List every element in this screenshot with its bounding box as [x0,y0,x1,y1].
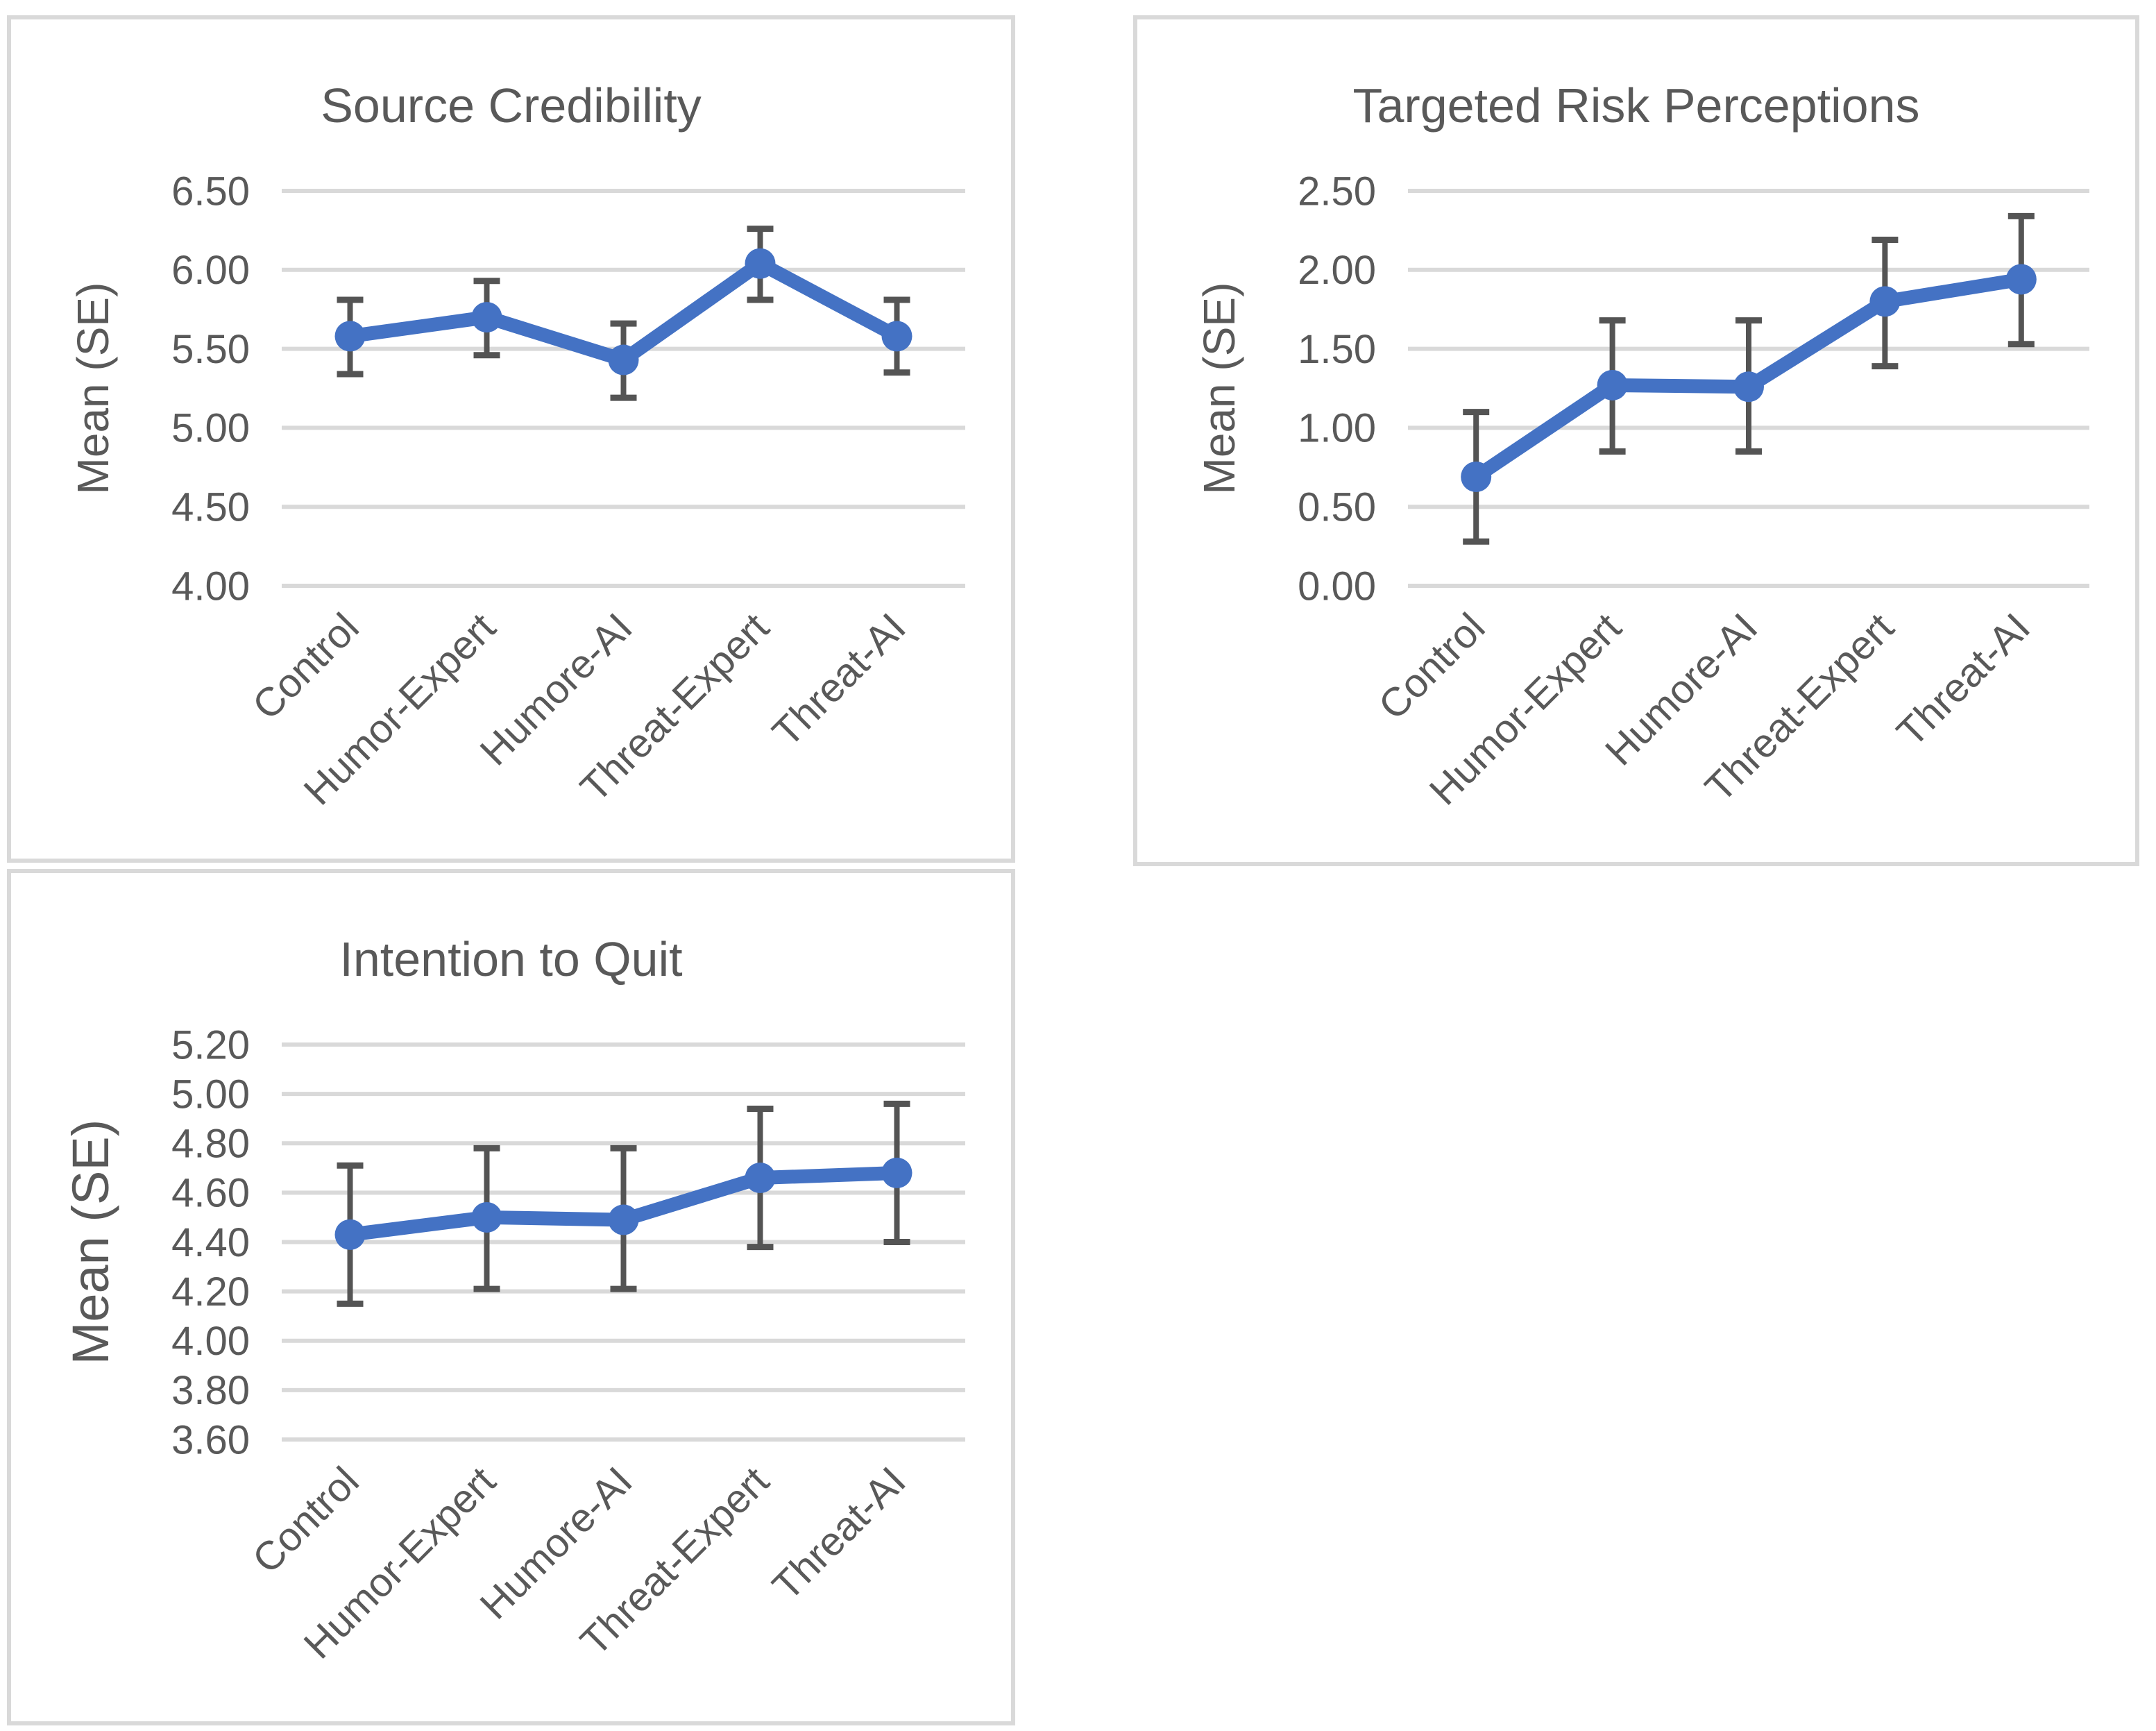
y-tick-label: 5.00 [171,1072,250,1117]
y-tick-label: 4.50 [171,485,250,530]
y-tick-label: 3.60 [171,1417,250,1462]
y-tick-label: 0.00 [1298,564,1376,609]
y-axis-title: Mean (SE) [68,282,118,495]
x-category-label: Control [244,1458,368,1582]
data-point-marker [2005,264,2037,295]
y-tick-label: 5.50 [171,327,250,372]
x-category-label: Threat-AI [764,605,915,755]
data-point-marker [608,344,639,375]
data-point-marker [1597,369,1628,400]
chart-plot-targeted-risk-perceptions: 2.502.001.501.000.500.00ControlHumor-Exp… [1194,169,2089,813]
y-tick-label: 4.00 [171,564,250,609]
y-tick-label: 4.20 [171,1269,250,1315]
y-tick-label: 1.00 [1298,406,1376,451]
x-category-label: Threat-AI [1888,605,2039,755]
data-point-marker [881,1157,913,1188]
y-tick-label: 6.50 [171,169,250,214]
chart-plot-intention-to-quit: 5.20 5.00 4.804.604.404.204.003.803.60Cont… [62,1022,965,1667]
y-tick-label: 5.00 [171,406,250,451]
data-point-marker [608,1204,639,1235]
data-point-marker [881,321,913,352]
x-category-label: Control [1370,605,1493,728]
y-tick-label: 4.40 [171,1220,250,1265]
y-tick-label: 1.50 [1298,327,1376,372]
data-point-marker [334,1219,366,1250]
y-tick-label: 2.00 [1298,248,1376,293]
chart-title: Targeted Risk Perceptions [1352,78,1920,133]
chart-title: Source Credibility [321,78,702,133]
y-tick-label: 5.20 [171,1022,250,1067]
data-point-marker [745,1163,776,1194]
chart-plot-source-credibility: 6.506.005.505.004.504.00ControlHumor-Exp… [68,169,965,813]
chart-box-intention-to-quit: Intention to Quit 5.20 5.00 4.80 4.60 4.40 4.… [7,869,1015,1725]
data-point-marker [1461,461,1492,492]
x-category-label: Threat-AI [764,1458,915,1609]
y-axis-title: Mean (SE) [62,1120,119,1365]
y-tick-label: 4.80 [171,1122,250,1167]
x-category-label: Control [244,605,368,728]
y-axis-title: Mean (SE) [1194,282,1244,495]
y-tick-label: 2.50 [1298,169,1376,214]
y-tick-label: 4.60 [171,1171,250,1216]
y-tick-label: 0.50 [1298,485,1376,530]
y-tick-label: 6.00 [171,248,250,293]
data-point-marker [471,1201,502,1233]
chart-title: Intention to Quit [339,932,683,986]
chart-box-targeted-risk-perceptions: Targeted Risk Perceptions 2.50 2.00 1.50 1.… [1133,15,2139,866]
y-tick-label: 3.80 [171,1368,250,1413]
y-tick-label: 4.00 [171,1319,250,1364]
data-point-marker [334,321,366,352]
chart-box-source-credibility: Source Credibility 6.50 6.00 5.50 5.00 4.50 4… [7,15,1015,863]
data-point-marker [1869,286,1901,317]
data-point-marker [471,302,502,333]
data-point-marker [1733,371,1764,403]
data-point-marker [745,248,776,279]
